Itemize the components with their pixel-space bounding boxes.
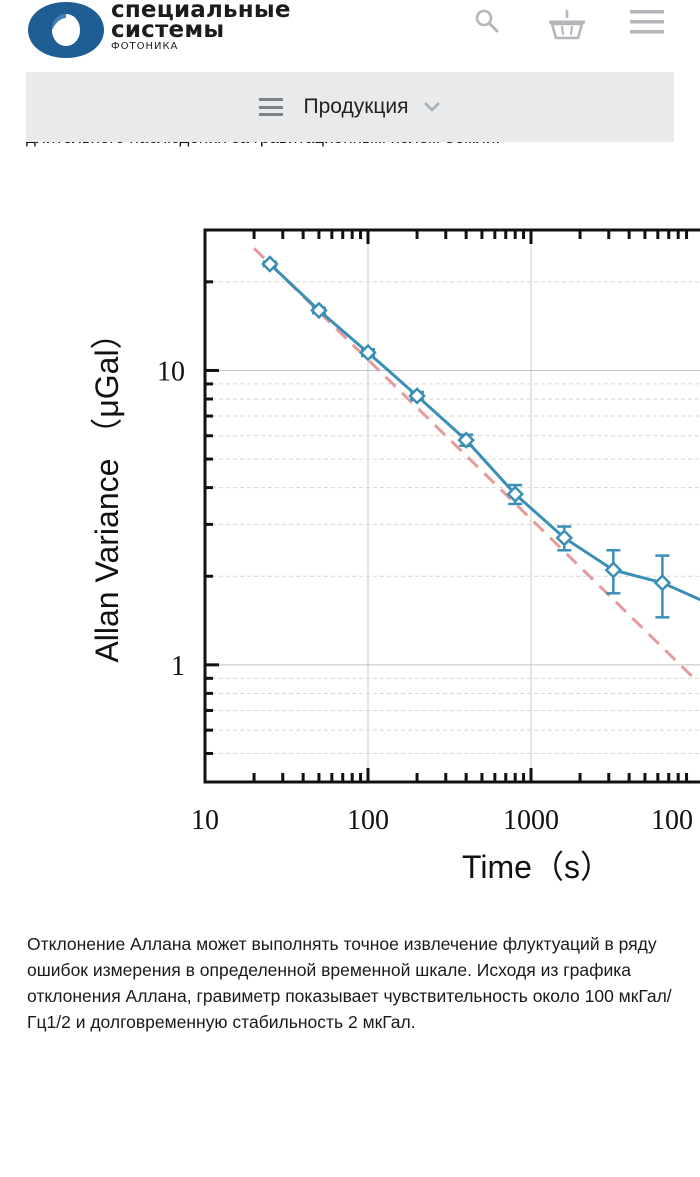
data-point (310, 301, 328, 320)
data-point (604, 561, 623, 579)
hamburger-icon[interactable] (630, 10, 664, 34)
y-tick-label: 1 (171, 651, 185, 682)
brand-line-1: специальные (111, 0, 291, 23)
chevron-down-icon (423, 102, 440, 112)
data-point (261, 255, 279, 273)
plot-frame (203, 228, 700, 784)
y-tick-label: 10 (157, 356, 185, 387)
x-tick-label: 1000 (503, 805, 559, 836)
x-tick-label: 100 (651, 805, 693, 836)
data-point (506, 485, 524, 503)
brand-line-3: ФОТОНИКА (111, 41, 179, 52)
products-menu-button[interactable]: Продукция (26, 72, 674, 142)
products-menu-label: Продукция (303, 95, 409, 118)
data-point (408, 387, 426, 405)
series-line (268, 262, 700, 602)
axis-ticks (203, 228, 689, 784)
axis-labels: 10 100 1000 100 1 10 Time（s） Allan Variance （μG… (89, 317, 693, 885)
x-axis-title: Time（s） (462, 849, 612, 885)
data-point (555, 529, 574, 547)
brand-line-2: системы (111, 17, 225, 43)
allan-variance-chart: 10 100 1000 100 1 10 Time（s） Allan Variance （μG… (89, 228, 700, 885)
basket-icon[interactable] (548, 8, 586, 40)
data-point (359, 343, 377, 362)
data-point (457, 431, 475, 449)
article-paragraph: Отклонение Аллана может выполнять точное… (27, 934, 672, 1032)
data-point (653, 574, 672, 592)
x-tick-label: 10 (191, 805, 219, 836)
site-header: специальные системы ФОТОНИКА (0, 0, 700, 70)
search-icon[interactable] (474, 8, 500, 34)
fit-line-path (253, 247, 696, 680)
fit-line (253, 247, 696, 680)
menu-list-icon (259, 98, 284, 116)
data-series (261, 255, 700, 619)
chart-grid (205, 229, 700, 783)
sp-logo-icon[interactable] (26, 0, 106, 60)
y-axis-title: Allan Variance （μGal） (89, 317, 125, 662)
brand-name[interactable]: специальные системы ФОТОНИКА (111, 0, 291, 52)
x-tick-label: 100 (347, 805, 389, 836)
